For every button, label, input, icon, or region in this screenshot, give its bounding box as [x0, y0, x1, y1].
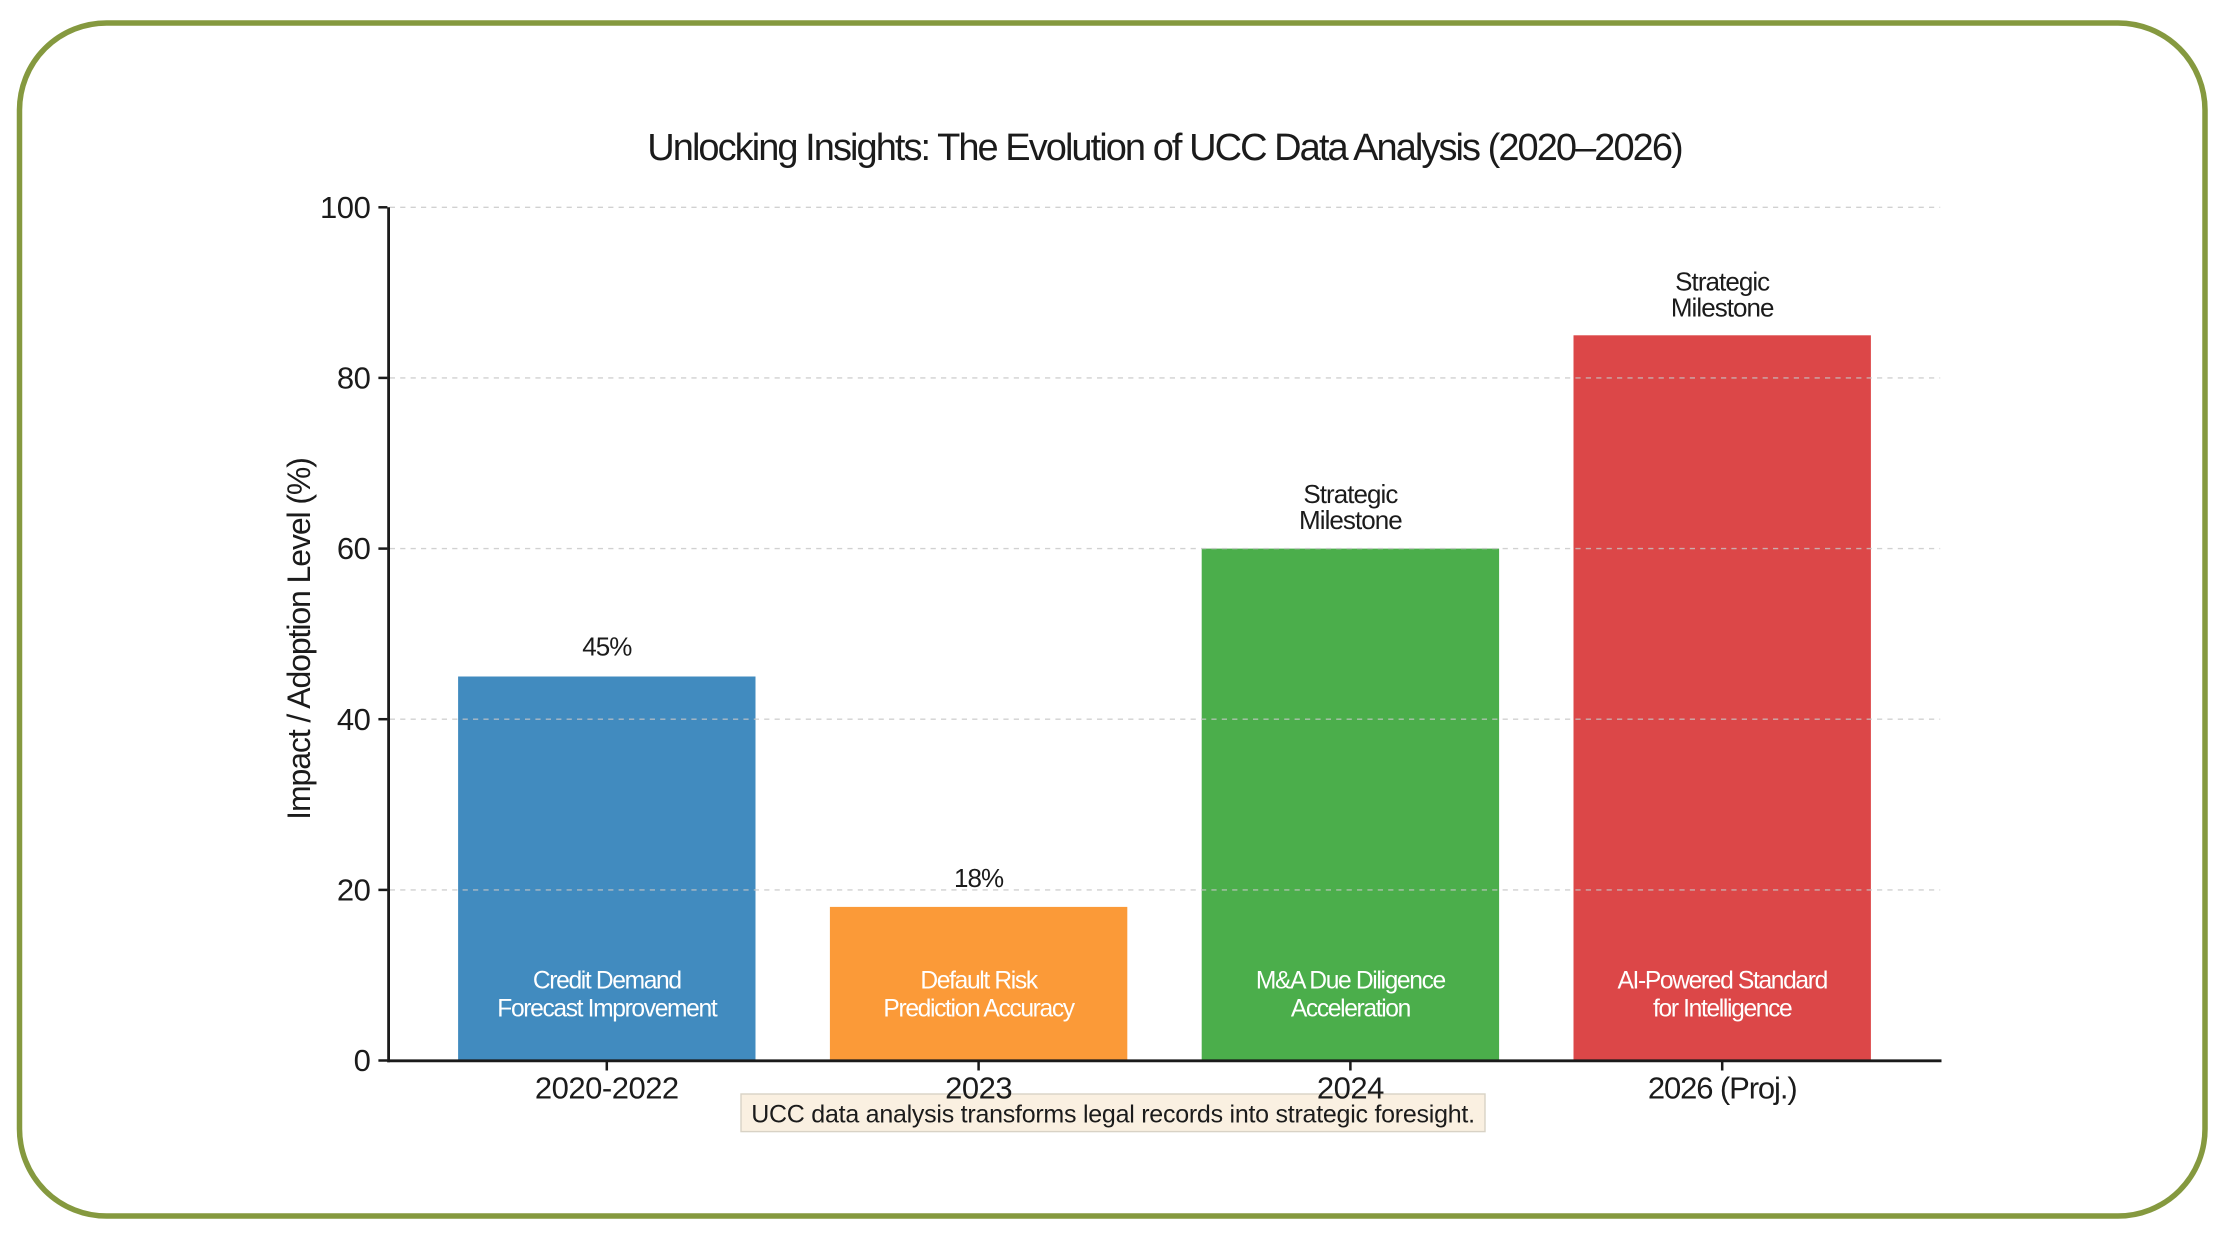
svg-text:40: 40	[337, 702, 371, 737]
svg-text:2024: 2024	[1317, 1070, 1384, 1105]
svg-text:2020-2022: 2020-2022	[535, 1070, 679, 1105]
svg-text:Credit Demand: Credit Demand	[533, 967, 682, 994]
svg-text:Impact / Adoption Level (%): Impact / Adoption Level (%)	[281, 458, 317, 820]
svg-text:Prediction Accuracy: Prediction Accuracy	[883, 996, 1075, 1023]
svg-text:45%: 45%	[582, 632, 632, 662]
svg-text:0: 0	[354, 1043, 371, 1078]
svg-text:Strategic: Strategic	[1303, 479, 1398, 509]
svg-text:Milestone: Milestone	[1299, 505, 1402, 535]
svg-text:20: 20	[337, 873, 371, 908]
svg-text:M&A Due Diligence: M&A Due Diligence	[1256, 967, 1446, 994]
svg-text:60: 60	[337, 531, 371, 566]
svg-text:Milestone: Milestone	[1671, 293, 1774, 323]
svg-text:80: 80	[337, 361, 371, 396]
svg-text:Default Risk: Default Risk	[920, 967, 1038, 994]
svg-text:Unlocking Insights: The Evolut: Unlocking Insights: The Evolution of UCC…	[647, 127, 1682, 169]
svg-text:AI-Powered Standard: AI-Powered Standard	[1617, 967, 1827, 994]
svg-text:100: 100	[320, 190, 371, 225]
svg-text:Acceleration: Acceleration	[1291, 996, 1411, 1023]
svg-text:for Intelligence: for Intelligence	[1653, 996, 1792, 1023]
svg-text:UCC data analysis transforms l: UCC data analysis transforms legal recor…	[751, 1100, 1475, 1128]
svg-text:2026 (Proj.): 2026 (Proj.)	[1648, 1070, 1797, 1105]
svg-text:2023: 2023	[945, 1070, 1012, 1105]
svg-text:Forecast Improvement: Forecast Improvement	[497, 996, 718, 1023]
svg-text:18%: 18%	[954, 863, 1004, 893]
svg-text:Strategic: Strategic	[1675, 266, 1770, 296]
